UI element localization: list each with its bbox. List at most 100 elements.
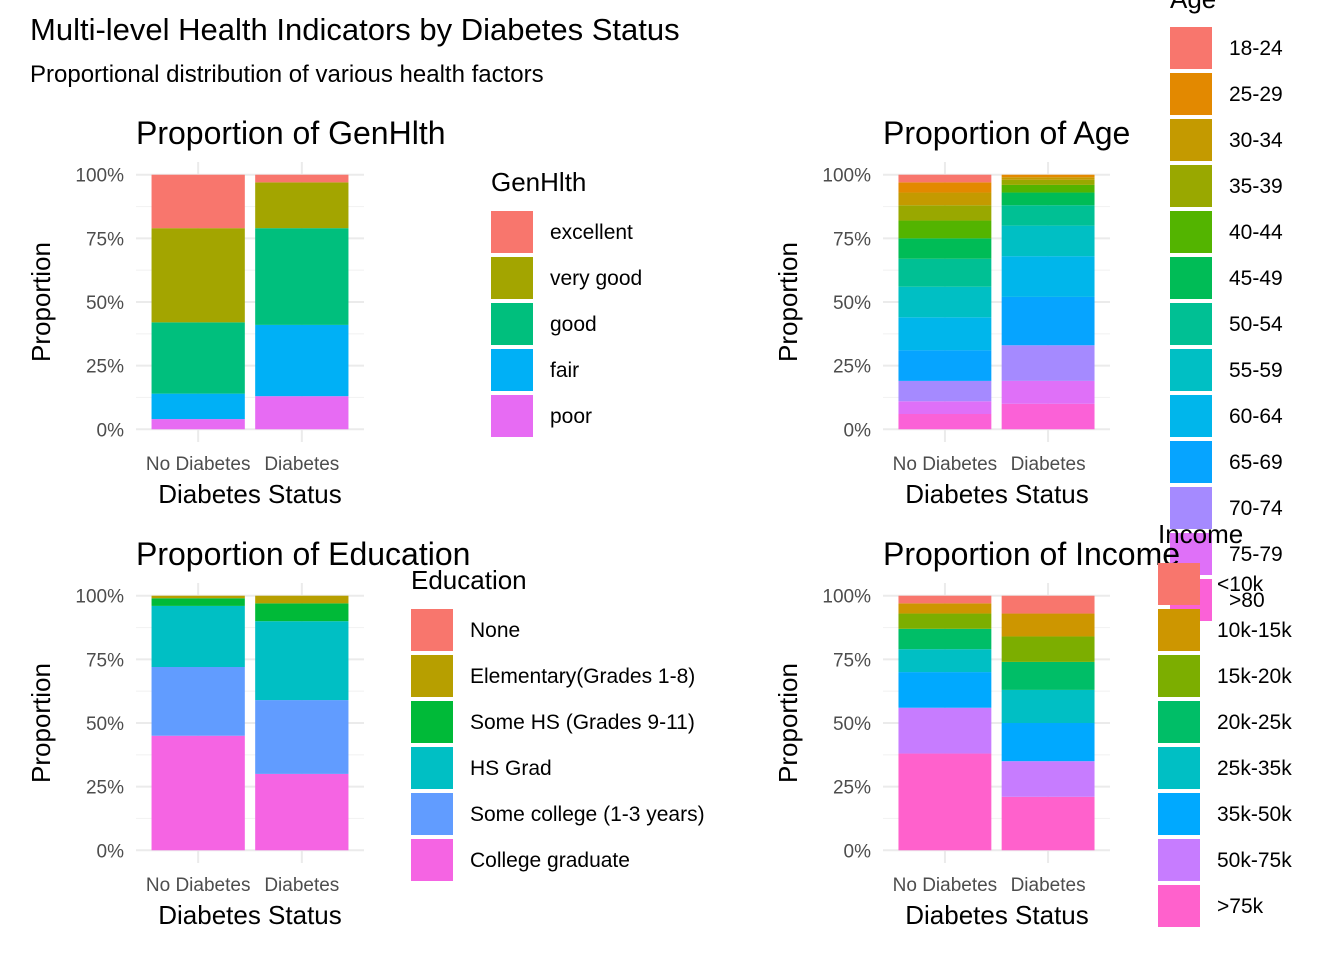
y-tick-label: 75%	[833, 650, 871, 671]
legend-label: 25-29	[1229, 83, 1283, 106]
legend-key-30-34	[1170, 119, 1212, 161]
panel-title: Proportion of Education	[136, 536, 470, 572]
figure-subtitle: Proportional distribution of various hea…	[30, 61, 544, 88]
legend-label: 25k-35k	[1217, 757, 1292, 780]
bar-segment-poor-diabetes	[255, 396, 349, 430]
legend-title: Age	[1170, 0, 1216, 14]
legend-label: <10k	[1217, 573, 1264, 596]
bar-segment-college-graduate-diabetes	[255, 773, 349, 851]
legend-key-20k-25k	[1158, 701, 1200, 743]
legend-key-10k-15k	[1158, 609, 1200, 651]
bar-segment-elementary-grades-1-8-no-diabetes	[151, 595, 245, 599]
legend-key-good	[491, 303, 533, 345]
x-tick-label: Diabetes	[264, 454, 339, 475]
legend-label: 20k-25k	[1217, 711, 1292, 734]
bar-segment-65-69-no-diabetes	[898, 350, 992, 381]
bar-segment-good-diabetes	[255, 228, 349, 325]
legend-key-18-24	[1170, 27, 1212, 69]
bar-segment-45-49-no-diabetes	[898, 238, 992, 259]
legend-label: >75k	[1217, 895, 1264, 918]
legend-key-very-good	[491, 257, 533, 299]
bar-segment-25k-35k-diabetes	[1001, 689, 1095, 723]
bar-segment-75-79-diabetes	[1001, 380, 1095, 404]
x-axis-title: Diabetes Status	[905, 479, 1089, 509]
bar-segment-fair-diabetes	[255, 324, 349, 397]
bar-segment-good-no-diabetes	[151, 322, 245, 394]
y-tick-label: 50%	[86, 714, 124, 735]
bar-segment-college-graduate-no-diabetes	[151, 735, 245, 851]
legend-title: Income	[1158, 519, 1243, 549]
bar-segment-75k-diabetes	[1001, 796, 1095, 851]
y-tick-label: 75%	[86, 229, 124, 250]
bar-segment-excellent-diabetes	[255, 174, 349, 183]
legend-label: 75-79	[1229, 543, 1283, 566]
legend-label: 65-69	[1229, 451, 1283, 474]
x-axis-title: Diabetes Status	[158, 479, 342, 509]
legend-key-60-64	[1170, 395, 1212, 437]
bar-segment-40-44-no-diabetes	[898, 220, 992, 239]
legend-education: Education None Elementary(Grades 1-8) Some …	[411, 565, 705, 881]
y-tick-label: 50%	[833, 293, 871, 314]
y-tick-label: 25%	[833, 357, 871, 378]
chart-panel-genhlth: 0% 25% 50% 75% 100% No Diabetes Diabetes Diabet…	[26, 115, 446, 509]
legend-key-55-59	[1170, 349, 1212, 391]
legend-key-fair	[491, 349, 533, 391]
chart-panels: 0% 25% 50% 75% 100% No Diabetes Diabetes Diabet…	[26, 0, 1292, 930]
figure-title: Multi-level Health Indicators by Diabete…	[30, 12, 680, 47]
legend-key-25k-35k	[1158, 747, 1200, 789]
bar-segment-10k-diabetes	[1001, 595, 1095, 614]
legend-label: 35-39	[1229, 175, 1283, 198]
legend-key-40-44	[1170, 211, 1212, 253]
bar-segment-50k-75k-diabetes	[1001, 761, 1095, 797]
legend-label: good	[550, 313, 597, 336]
bar-segment-55-59-no-diabetes	[898, 286, 992, 318]
legend-key-poor	[491, 395, 533, 437]
y-tick-label: 75%	[86, 650, 124, 671]
bar-segment-75-79-no-diabetes	[898, 401, 992, 414]
bar-segment-25-29-no-diabetes	[898, 182, 992, 193]
chart-panel-age: 0% 25% 50% 75% 100% No Diabetes Diabetes Diabet…	[773, 115, 1130, 509]
bar-segment-65-69-diabetes	[1001, 296, 1095, 346]
x-axis-title: Diabetes Status	[158, 900, 342, 930]
x-tick-label: No Diabetes	[146, 454, 251, 475]
legend-label: excellent	[550, 221, 633, 244]
bar-segment-60-64-no-diabetes	[898, 317, 992, 351]
legend-label: 70-74	[1229, 497, 1283, 520]
legend-genhlth: GenHlth excellent very good good fair poor	[491, 167, 642, 437]
legend-key-65-69	[1170, 441, 1212, 483]
x-tick-label: No Diabetes	[146, 875, 251, 896]
bar-segment-60-64-diabetes	[1001, 256, 1095, 297]
bar-segment-70-74-no-diabetes	[898, 380, 992, 402]
bar-segment-very-good-diabetes	[255, 182, 349, 229]
bar-segment-45-49-diabetes	[1001, 192, 1095, 206]
x-tick-label: Diabetes	[1011, 875, 1086, 896]
bar-segment-some-college-1-3-years-no-diabetes	[151, 667, 245, 736]
legend-label: >80	[1229, 589, 1265, 612]
panel-title: Proportion of Age	[883, 115, 1130, 151]
bar-segment-fair-no-diabetes	[151, 393, 245, 420]
legend-label: poor	[550, 405, 592, 428]
legend-key-some-hs-grades-9-11	[411, 701, 453, 743]
bar-segment-excellent-no-diabetes	[151, 174, 245, 229]
x-tick-label: No Diabetes	[893, 454, 998, 475]
legend-label: 50-54	[1229, 313, 1283, 336]
bar-segment-25-29-diabetes	[1001, 174, 1095, 178]
bar-segment-55-59-diabetes	[1001, 225, 1095, 257]
chart-panel-income: 0% 25% 50% 75% 100% No Diabetes Diabetes Diabet…	[773, 536, 1180, 930]
bar-segment-30-34-diabetes	[1001, 177, 1095, 180]
y-tick-label: 0%	[97, 841, 125, 862]
legend-label: fair	[550, 359, 579, 382]
legend-label: 55-59	[1229, 359, 1283, 382]
bar-segment-40-44-diabetes	[1001, 184, 1095, 193]
y-tick-label: 25%	[86, 778, 124, 799]
bar-segment-35k-50k-diabetes	[1001, 723, 1095, 762]
legend-label: None	[470, 619, 520, 642]
bar-segment-hs-grad-diabetes	[255, 621, 349, 701]
bar-segment-30-34-no-diabetes	[898, 192, 992, 206]
y-tick-label: 25%	[833, 778, 871, 799]
y-axis-title: Proportion	[26, 663, 56, 783]
y-tick-label: 50%	[833, 714, 871, 735]
legend-label: very good	[550, 267, 642, 290]
legend-age: Age 18-24 25-29 30-34 35-39 40-44 45-49 50-54 55…	[1170, 0, 1283, 621]
